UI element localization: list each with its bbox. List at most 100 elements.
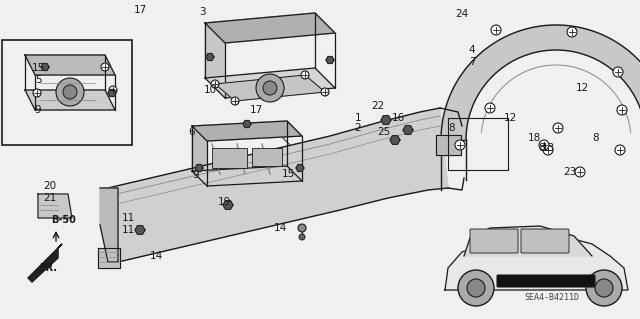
Text: 23: 23 xyxy=(563,167,577,177)
Polygon shape xyxy=(205,13,335,43)
Text: 15: 15 xyxy=(282,169,294,179)
Text: 8: 8 xyxy=(449,123,455,133)
Text: 8: 8 xyxy=(593,133,599,143)
Text: 3: 3 xyxy=(198,7,205,17)
Polygon shape xyxy=(25,55,115,75)
Text: 21: 21 xyxy=(44,193,56,203)
Text: B-50: B-50 xyxy=(52,215,76,225)
Text: 11: 11 xyxy=(122,213,134,223)
Circle shape xyxy=(298,224,306,232)
Text: 24: 24 xyxy=(456,9,468,19)
Text: 4: 4 xyxy=(468,45,476,55)
Circle shape xyxy=(615,145,625,155)
Circle shape xyxy=(553,123,563,133)
Circle shape xyxy=(543,145,553,155)
Text: FR.: FR. xyxy=(39,263,57,273)
Circle shape xyxy=(256,74,284,102)
Text: 17: 17 xyxy=(250,105,262,115)
Text: 13: 13 xyxy=(541,143,555,153)
Circle shape xyxy=(211,80,219,88)
FancyBboxPatch shape xyxy=(521,229,569,253)
Circle shape xyxy=(595,279,613,297)
Text: 2: 2 xyxy=(355,123,362,133)
Text: 14: 14 xyxy=(149,251,163,261)
Circle shape xyxy=(299,234,305,240)
Text: 7: 7 xyxy=(468,57,476,67)
Text: 9: 9 xyxy=(193,170,199,180)
Polygon shape xyxy=(381,116,391,124)
Polygon shape xyxy=(100,188,118,262)
Polygon shape xyxy=(192,121,302,141)
Circle shape xyxy=(586,270,622,306)
Text: 6: 6 xyxy=(189,127,195,137)
Polygon shape xyxy=(296,165,304,172)
Text: 1: 1 xyxy=(355,113,362,123)
Polygon shape xyxy=(326,56,334,63)
Circle shape xyxy=(455,140,465,150)
Circle shape xyxy=(33,89,41,97)
Text: 19: 19 xyxy=(218,197,230,207)
Circle shape xyxy=(231,97,239,105)
Circle shape xyxy=(575,167,585,177)
Text: 12: 12 xyxy=(504,113,516,123)
Text: 22: 22 xyxy=(371,101,385,111)
FancyBboxPatch shape xyxy=(470,229,518,253)
Circle shape xyxy=(56,78,84,106)
Polygon shape xyxy=(192,166,302,186)
Circle shape xyxy=(567,27,577,37)
Polygon shape xyxy=(441,25,640,140)
Text: 8: 8 xyxy=(539,143,545,153)
Bar xyxy=(2,40,132,145)
Polygon shape xyxy=(108,108,448,262)
Polygon shape xyxy=(205,68,335,98)
Polygon shape xyxy=(205,13,335,98)
Polygon shape xyxy=(135,226,145,234)
Text: 10: 10 xyxy=(204,85,216,95)
Text: 25: 25 xyxy=(378,127,390,137)
Text: 15: 15 xyxy=(31,63,45,73)
Circle shape xyxy=(101,63,109,71)
Circle shape xyxy=(458,270,494,306)
Circle shape xyxy=(491,25,501,35)
Polygon shape xyxy=(195,165,203,172)
Text: 11: 11 xyxy=(122,225,134,235)
Polygon shape xyxy=(445,236,628,290)
Text: SEA4-B4211D: SEA4-B4211D xyxy=(525,293,579,302)
Bar xyxy=(212,148,247,168)
Polygon shape xyxy=(28,244,62,282)
Circle shape xyxy=(539,140,549,150)
Bar xyxy=(448,118,508,170)
Circle shape xyxy=(613,67,623,77)
Text: 20: 20 xyxy=(44,181,56,191)
Polygon shape xyxy=(108,90,116,96)
Polygon shape xyxy=(436,135,461,155)
Polygon shape xyxy=(403,126,413,134)
Polygon shape xyxy=(206,54,214,61)
Circle shape xyxy=(617,105,627,115)
Polygon shape xyxy=(243,121,251,128)
Polygon shape xyxy=(215,75,325,101)
Text: 18: 18 xyxy=(527,133,541,143)
Text: 12: 12 xyxy=(575,83,589,93)
Polygon shape xyxy=(98,248,120,268)
Polygon shape xyxy=(464,226,592,256)
Polygon shape xyxy=(192,121,302,186)
Circle shape xyxy=(485,103,495,113)
Circle shape xyxy=(467,279,485,297)
Text: 9: 9 xyxy=(35,105,42,115)
Circle shape xyxy=(321,88,329,96)
FancyBboxPatch shape xyxy=(497,275,595,287)
Circle shape xyxy=(301,71,309,79)
Circle shape xyxy=(109,86,117,94)
Text: 14: 14 xyxy=(273,223,287,233)
Circle shape xyxy=(263,81,277,95)
Polygon shape xyxy=(390,136,400,144)
Text: 16: 16 xyxy=(392,113,404,123)
Polygon shape xyxy=(38,194,72,218)
Polygon shape xyxy=(223,201,233,209)
Circle shape xyxy=(63,85,77,99)
Text: 17: 17 xyxy=(133,5,147,15)
Polygon shape xyxy=(41,63,49,70)
Bar xyxy=(252,148,282,166)
Polygon shape xyxy=(25,90,115,110)
